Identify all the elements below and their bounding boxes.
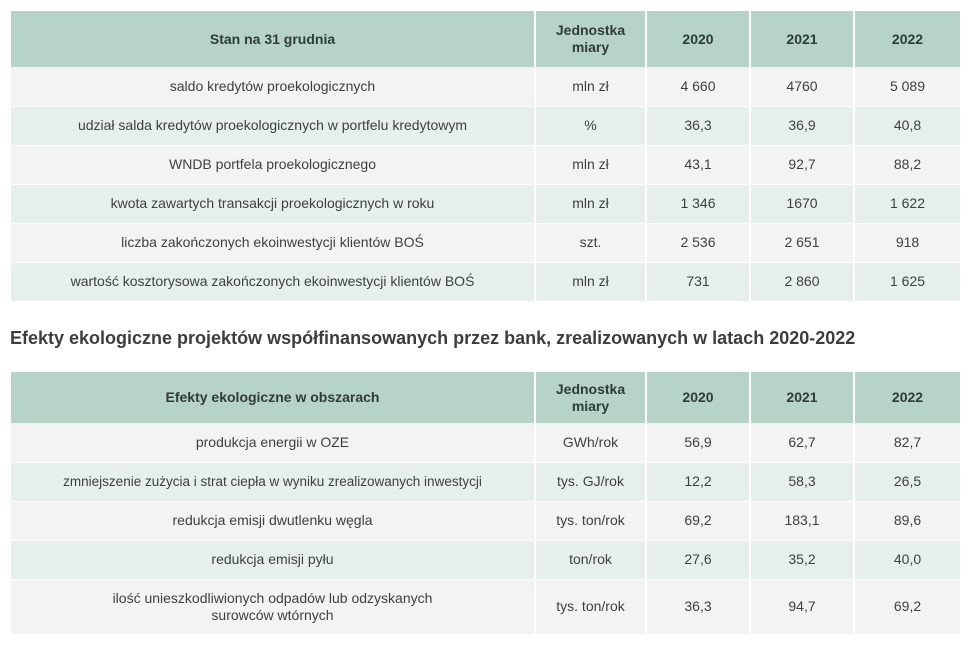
row-value-2022: 918 <box>854 223 960 262</box>
table-row: redukcja emisji pyłu ton/rok 27,6 35,2 4… <box>11 540 960 579</box>
row-value-2021: 58,3 <box>750 462 854 501</box>
row-unit: szt. <box>535 223 646 262</box>
row-value-2020: 69,2 <box>646 501 750 540</box>
row-value-2022: 40,8 <box>854 106 960 145</box>
column-header-label: Efekty ekologiczne w obszarach <box>11 372 535 423</box>
column-header-2020: 2020 <box>646 11 750 67</box>
column-header-2020: 2020 <box>646 372 750 423</box>
row-value-2022: 89,6 <box>854 501 960 540</box>
table-row: liczba zakończonych ekoinwestycji klient… <box>11 223 960 262</box>
row-value-2022: 82,7 <box>854 423 960 462</box>
table-row: ilość unieszkodliwionych odpadów lub odz… <box>11 579 960 634</box>
column-header-2021: 2021 <box>750 372 854 423</box>
row-value-2022: 40,0 <box>854 540 960 579</box>
column-header-2022: 2022 <box>854 11 960 67</box>
row-label: liczba zakończonych ekoinwestycji klient… <box>11 223 535 262</box>
row-value-2020: 4 660 <box>646 67 750 106</box>
table-header-row: Stan na 31 grudnia Jednostka miary 2020 … <box>11 11 960 67</box>
row-label: zmniejszenie zużycia i strat ciepła w wy… <box>11 462 535 501</box>
table-header-row: Efekty ekologiczne w obszarach Jednostka… <box>11 372 960 423</box>
row-unit: ton/rok <box>535 540 646 579</box>
eco-effects-table: Efekty ekologiczne w obszarach Jednostka… <box>11 372 960 635</box>
table-row: udział salda kredytów proekologicznych w… <box>11 106 960 145</box>
row-unit: mln zł <box>535 262 646 301</box>
row-unit: GWh/rok <box>535 423 646 462</box>
row-unit: tys. ton/rok <box>535 579 646 634</box>
table-row: kwota zawartych transakcji proekologiczn… <box>11 184 960 223</box>
row-value-2022: 69,2 <box>854 579 960 634</box>
table-row: wartość kosztorysowa zakończonych ekoinw… <box>11 262 960 301</box>
row-unit: tys. GJ/rok <box>535 462 646 501</box>
row-unit: tys. ton/rok <box>535 501 646 540</box>
row-value-2020: 1 346 <box>646 184 750 223</box>
table-row: produkcja energii w OZE GWh/rok 56,9 62,… <box>11 423 960 462</box>
row-value-2021: 183,1 <box>750 501 854 540</box>
row-label: saldo kredytów proekologicznych <box>11 67 535 106</box>
row-label: redukcja emisji pyłu <box>11 540 535 579</box>
section-heading: Efekty ekologiczne projektów współfinans… <box>10 328 855 349</box>
row-label: produkcja energii w OZE <box>11 423 535 462</box>
row-value-2022: 1 625 <box>854 262 960 301</box>
row-value-2021: 4760 <box>750 67 854 106</box>
table-row: zmniejszenie zużycia i strat ciepła w wy… <box>11 462 960 501</box>
row-value-2021: 1670 <box>750 184 854 223</box>
row-unit: mln zł <box>535 145 646 184</box>
table-row: WNDB portfela proekologicznego mln zł 43… <box>11 145 960 184</box>
row-value-2022: 1 622 <box>854 184 960 223</box>
table-row: saldo kredytów proekologicznych mln zł 4… <box>11 67 960 106</box>
row-unit: mln zł <box>535 184 646 223</box>
row-value-2020: 12,2 <box>646 462 750 501</box>
row-value-2020: 2 536 <box>646 223 750 262</box>
row-value-2022: 5 089 <box>854 67 960 106</box>
row-value-2021: 36,9 <box>750 106 854 145</box>
row-value-2020: 36,3 <box>646 106 750 145</box>
row-value-2020: 36,3 <box>646 579 750 634</box>
row-value-2021: 2 860 <box>750 262 854 301</box>
row-value-2021: 94,7 <box>750 579 854 634</box>
row-value-2020: 731 <box>646 262 750 301</box>
row-label: redukcja emisji dwutlenku węgla <box>11 501 535 540</box>
column-header-2021: 2021 <box>750 11 854 67</box>
row-value-2022: 26,5 <box>854 462 960 501</box>
column-header-2022: 2022 <box>854 372 960 423</box>
row-label: kwota zawartych transakcji proekologiczn… <box>11 184 535 223</box>
row-label: udział salda kredytów proekologicznych w… <box>11 106 535 145</box>
row-value-2021: 62,7 <box>750 423 854 462</box>
row-value-2021: 2 651 <box>750 223 854 262</box>
row-value-2021: 35,2 <box>750 540 854 579</box>
eco-credit-table: Stan na 31 grudnia Jednostka miary 2020 … <box>11 11 960 302</box>
column-header-unit: Jednostka miary <box>535 372 646 423</box>
table-row: redukcja emisji dwutlenku węgla tys. ton… <box>11 501 960 540</box>
row-label: ilość unieszkodliwionych odpadów lub odz… <box>11 579 535 634</box>
row-label: wartość kosztorysowa zakończonych ekoinw… <box>11 262 535 301</box>
column-header-unit: Jednostka miary <box>535 11 646 67</box>
row-unit: % <box>535 106 646 145</box>
row-value-2022: 88,2 <box>854 145 960 184</box>
row-value-2020: 27,6 <box>646 540 750 579</box>
row-value-2020: 56,9 <box>646 423 750 462</box>
row-unit: mln zł <box>535 67 646 106</box>
column-header-label: Stan na 31 grudnia <box>11 11 535 67</box>
row-label: WNDB portfela proekologicznego <box>11 145 535 184</box>
row-value-2021: 92,7 <box>750 145 854 184</box>
row-value-2020: 43,1 <box>646 145 750 184</box>
